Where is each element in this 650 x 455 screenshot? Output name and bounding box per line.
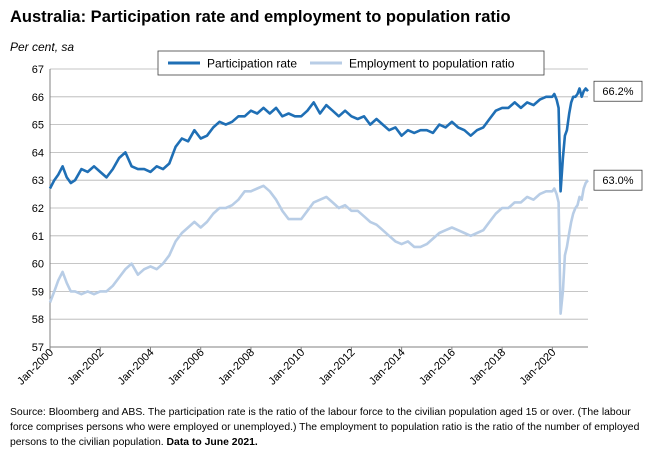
x-tick-label: Jan-2014 bbox=[367, 347, 408, 388]
x-tick-label: Jan-2004 bbox=[116, 347, 157, 388]
y-tick-label: 60 bbox=[32, 259, 44, 271]
y-tick-label: 58 bbox=[32, 314, 44, 326]
series-lines bbox=[48, 87, 590, 315]
x-tick-label: Jan-2002 bbox=[65, 347, 106, 388]
x-tick-label: Jan-2018 bbox=[467, 347, 508, 388]
end-label-text: 63.0% bbox=[602, 175, 633, 187]
source-note: Source: Bloomberg and ABS. The participa… bbox=[10, 405, 640, 450]
end-label-text: 66.2% bbox=[602, 86, 633, 98]
gridlines bbox=[50, 68, 588, 320]
end-label-employment: 63.0% bbox=[593, 169, 643, 191]
end-label-participation: 66.2% bbox=[593, 80, 643, 102]
data-date-note: Data to June 2021. bbox=[166, 437, 258, 448]
x-tick-label: Jan-2006 bbox=[166, 347, 207, 388]
end-labels: 66.2% 63.0% bbox=[593, 80, 643, 191]
legend-label-participation: Participation rate bbox=[207, 57, 297, 71]
y-tick-label: 59 bbox=[32, 286, 44, 298]
y-tick-label: 63 bbox=[32, 175, 44, 187]
y-tick-label: 57 bbox=[32, 342, 44, 354]
chart-title: Australia: Participation rate and employ… bbox=[10, 8, 511, 26]
x-tick-label: Jan-2012 bbox=[317, 347, 358, 388]
x-tick-label: Jan-2016 bbox=[417, 347, 458, 388]
y-tick-label: 61 bbox=[32, 231, 44, 243]
legend: Participation rate Employment to populat… bbox=[157, 50, 545, 76]
y-tick-label: 62 bbox=[32, 203, 44, 215]
employment-ratio-line bbox=[48, 179, 590, 315]
end-label-box bbox=[593, 169, 643, 191]
legend-label-employment: Employment to population ratio bbox=[349, 57, 515, 71]
y-tick-label: 64 bbox=[32, 147, 44, 159]
y-tick-label: 65 bbox=[32, 120, 44, 132]
x-tick-label: Jan-2020 bbox=[518, 347, 559, 388]
legend-box bbox=[157, 50, 545, 76]
x-tick-label: Jan-2010 bbox=[266, 347, 307, 388]
end-label-box bbox=[593, 80, 643, 102]
source-text: Source: Bloomberg and ABS. The participa… bbox=[10, 407, 640, 448]
y-tick-label: 67 bbox=[32, 64, 44, 76]
y-tick-label: 66 bbox=[32, 92, 44, 104]
y-axis-ticks: 57 58 59 60 61 62 63 64 65 66 67 bbox=[32, 64, 44, 354]
unit-label: Per cent, sa bbox=[10, 40, 75, 54]
x-tick-label: Jan-2008 bbox=[216, 347, 257, 388]
participation-rate-line bbox=[48, 87, 589, 193]
